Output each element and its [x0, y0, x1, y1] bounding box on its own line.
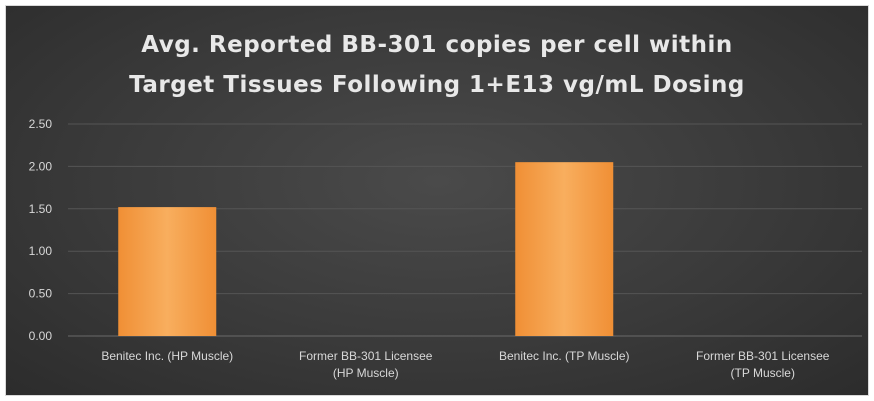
y-axis-ticks: 0.00 0.50 1.00 1.50 2.00 2.50 — [29, 117, 53, 343]
x-category-label: Benitec Inc. (TP Muscle) — [499, 349, 630, 363]
x-category-label: (TP Muscle) — [731, 366, 795, 380]
x-category-label: Former BB-301 Licensee — [299, 349, 433, 363]
bar-chart: Avg. Reported BB-301 copies per cell wit… — [29, 32, 862, 380]
x-category-label: Benitec Inc. (HP Muscle) — [101, 349, 233, 363]
y-tick-label: 1.00 — [29, 244, 53, 258]
y-tick-label: 0.50 — [29, 287, 53, 301]
y-tick-label: 0.00 — [29, 329, 53, 343]
chart-title-line-1: Avg. Reported BB-301 copies per cell wit… — [141, 32, 733, 58]
chart-title: Avg. Reported BB-301 copies per cell wit… — [129, 32, 745, 98]
x-category-label: (HP Muscle) — [333, 366, 399, 380]
y-tick-label: 1.50 — [29, 202, 53, 216]
chart-frame: Avg. Reported BB-301 copies per cell wit… — [6, 6, 868, 395]
chart-title-line-2: Target Tissues Following 1+E13 vg/mL Dos… — [129, 72, 745, 98]
x-category-label: Former BB-301 Licensee — [696, 349, 830, 363]
y-tick-label: 2.50 — [29, 117, 53, 131]
bar — [118, 207, 217, 336]
y-tick-label: 2.00 — [29, 159, 53, 173]
bar — [515, 162, 614, 336]
bars — [118, 162, 614, 336]
x-axis-labels: Benitec Inc. (HP Muscle) Former BB-301 Li… — [101, 349, 829, 380]
